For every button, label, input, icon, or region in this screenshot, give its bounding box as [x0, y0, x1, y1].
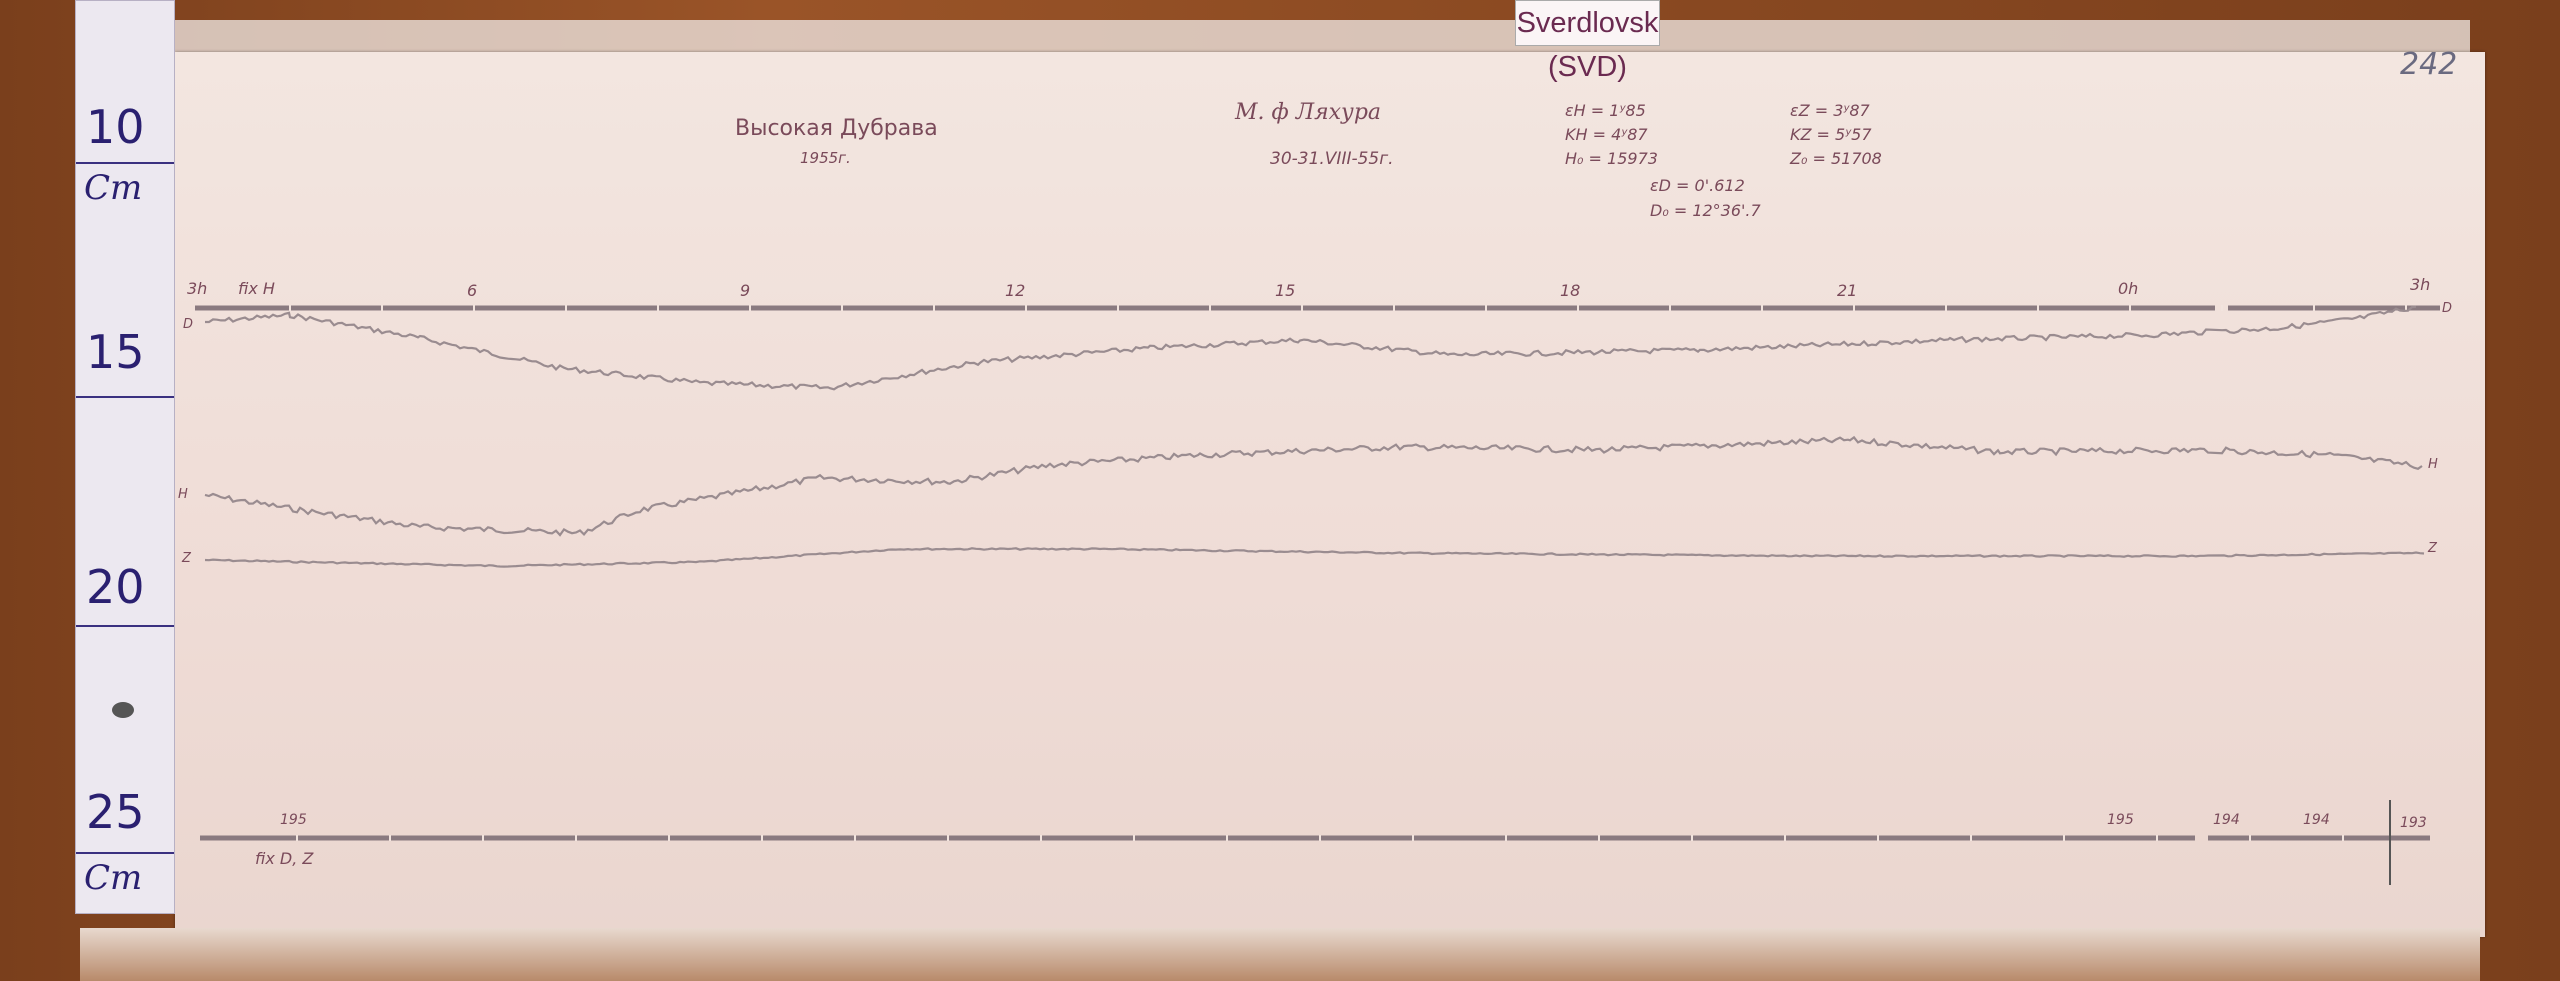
constant: Z₀ = 51708 — [1790, 149, 1882, 168]
time-label: 6 — [467, 281, 478, 300]
baseline-value: 193 — [2400, 815, 2427, 831]
constant: H₀ = 15973 — [1565, 149, 1658, 168]
time-label: 12 — [1005, 281, 1026, 300]
baseline-value: 195 — [2107, 812, 2134, 828]
ruler-mark: 25 — [86, 785, 145, 839]
constant: εD = 0'.612 — [1650, 176, 1745, 195]
trace-label-h-right: H — [2428, 457, 2438, 472]
time-label: 21 — [1837, 281, 1858, 300]
ruler-mark: 10 — [86, 100, 145, 154]
magnetogram-sheet — [175, 52, 2485, 937]
ruler-line — [76, 852, 174, 854]
baseline-value: 194 — [2303, 812, 2330, 828]
trace-label-z-right: Z — [2428, 541, 2437, 556]
constant: εH = 1ʸ85 — [1565, 101, 1646, 120]
time-label: 0h — [2118, 279, 2139, 298]
constant: KZ = 5ʸ57 — [1790, 125, 1872, 144]
trace-label-d-right: D — [2442, 301, 2453, 316]
station-name: Высокая Дубрава — [735, 116, 938, 141]
trace-label-d: D — [183, 317, 194, 332]
time-label: 3h — [187, 279, 208, 298]
trace-label-z: Z — [182, 551, 191, 566]
page-number: 242 — [2400, 47, 2458, 82]
frame-bottom — [80, 928, 2480, 981]
constant: D₀ = 12°36'.7 — [1650, 201, 1761, 220]
time-label: 3h — [2410, 275, 2431, 294]
year: 1955г. — [800, 149, 851, 167]
observer: М. ф Ляхура — [1235, 100, 1382, 125]
time-label: 18 — [1560, 281, 1581, 300]
trace-z — [204, 547, 2425, 568]
cm-ruler: 10 Cm 15 20 25 Cm — [75, 0, 175, 914]
time-label: 15 — [1275, 281, 1296, 300]
ruler-unit: Cm — [84, 168, 143, 208]
baseline-value: 195 — [280, 812, 307, 828]
fix-h-label: fix H — [238, 279, 275, 298]
trace-h — [204, 435, 2423, 537]
ruler-mark: 15 — [86, 325, 145, 379]
ruler-line — [76, 162, 174, 164]
baseline-value: 194 — [2213, 812, 2240, 828]
record-date: 30-31.VIII-55г. — [1270, 149, 1394, 169]
station-label: Sverdlovsk (SVD) — [1515, 0, 1660, 83]
trace-d — [205, 305, 2417, 391]
constant: KH = 4ʸ87 — [1565, 125, 1648, 144]
ruler-line — [76, 625, 174, 627]
ruler-line — [76, 396, 174, 398]
time-label: 9 — [740, 281, 751, 300]
tape-strip — [170, 20, 2470, 58]
constant: εZ = 3ʸ87 — [1790, 101, 1870, 120]
fix-dz-label: fix D, Z — [255, 849, 314, 868]
trace-label-h: H — [178, 487, 188, 502]
screw-icon — [112, 702, 134, 718]
ruler-mark: 20 — [86, 560, 145, 614]
ruler-unit: Cm — [84, 858, 143, 898]
